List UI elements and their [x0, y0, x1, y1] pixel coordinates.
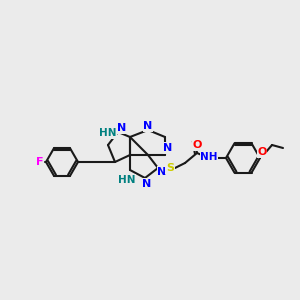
Text: N: N — [158, 167, 166, 177]
Text: HN: HN — [99, 128, 117, 138]
Text: NH: NH — [200, 152, 218, 162]
Text: O: O — [257, 147, 267, 157]
Text: S: S — [166, 163, 174, 173]
Text: O: O — [192, 140, 202, 150]
Text: N: N — [164, 143, 172, 153]
Text: N: N — [143, 121, 153, 131]
Text: N: N — [142, 179, 152, 189]
Text: HN: HN — [118, 175, 136, 185]
Text: F: F — [36, 157, 44, 167]
Text: N: N — [117, 123, 127, 133]
